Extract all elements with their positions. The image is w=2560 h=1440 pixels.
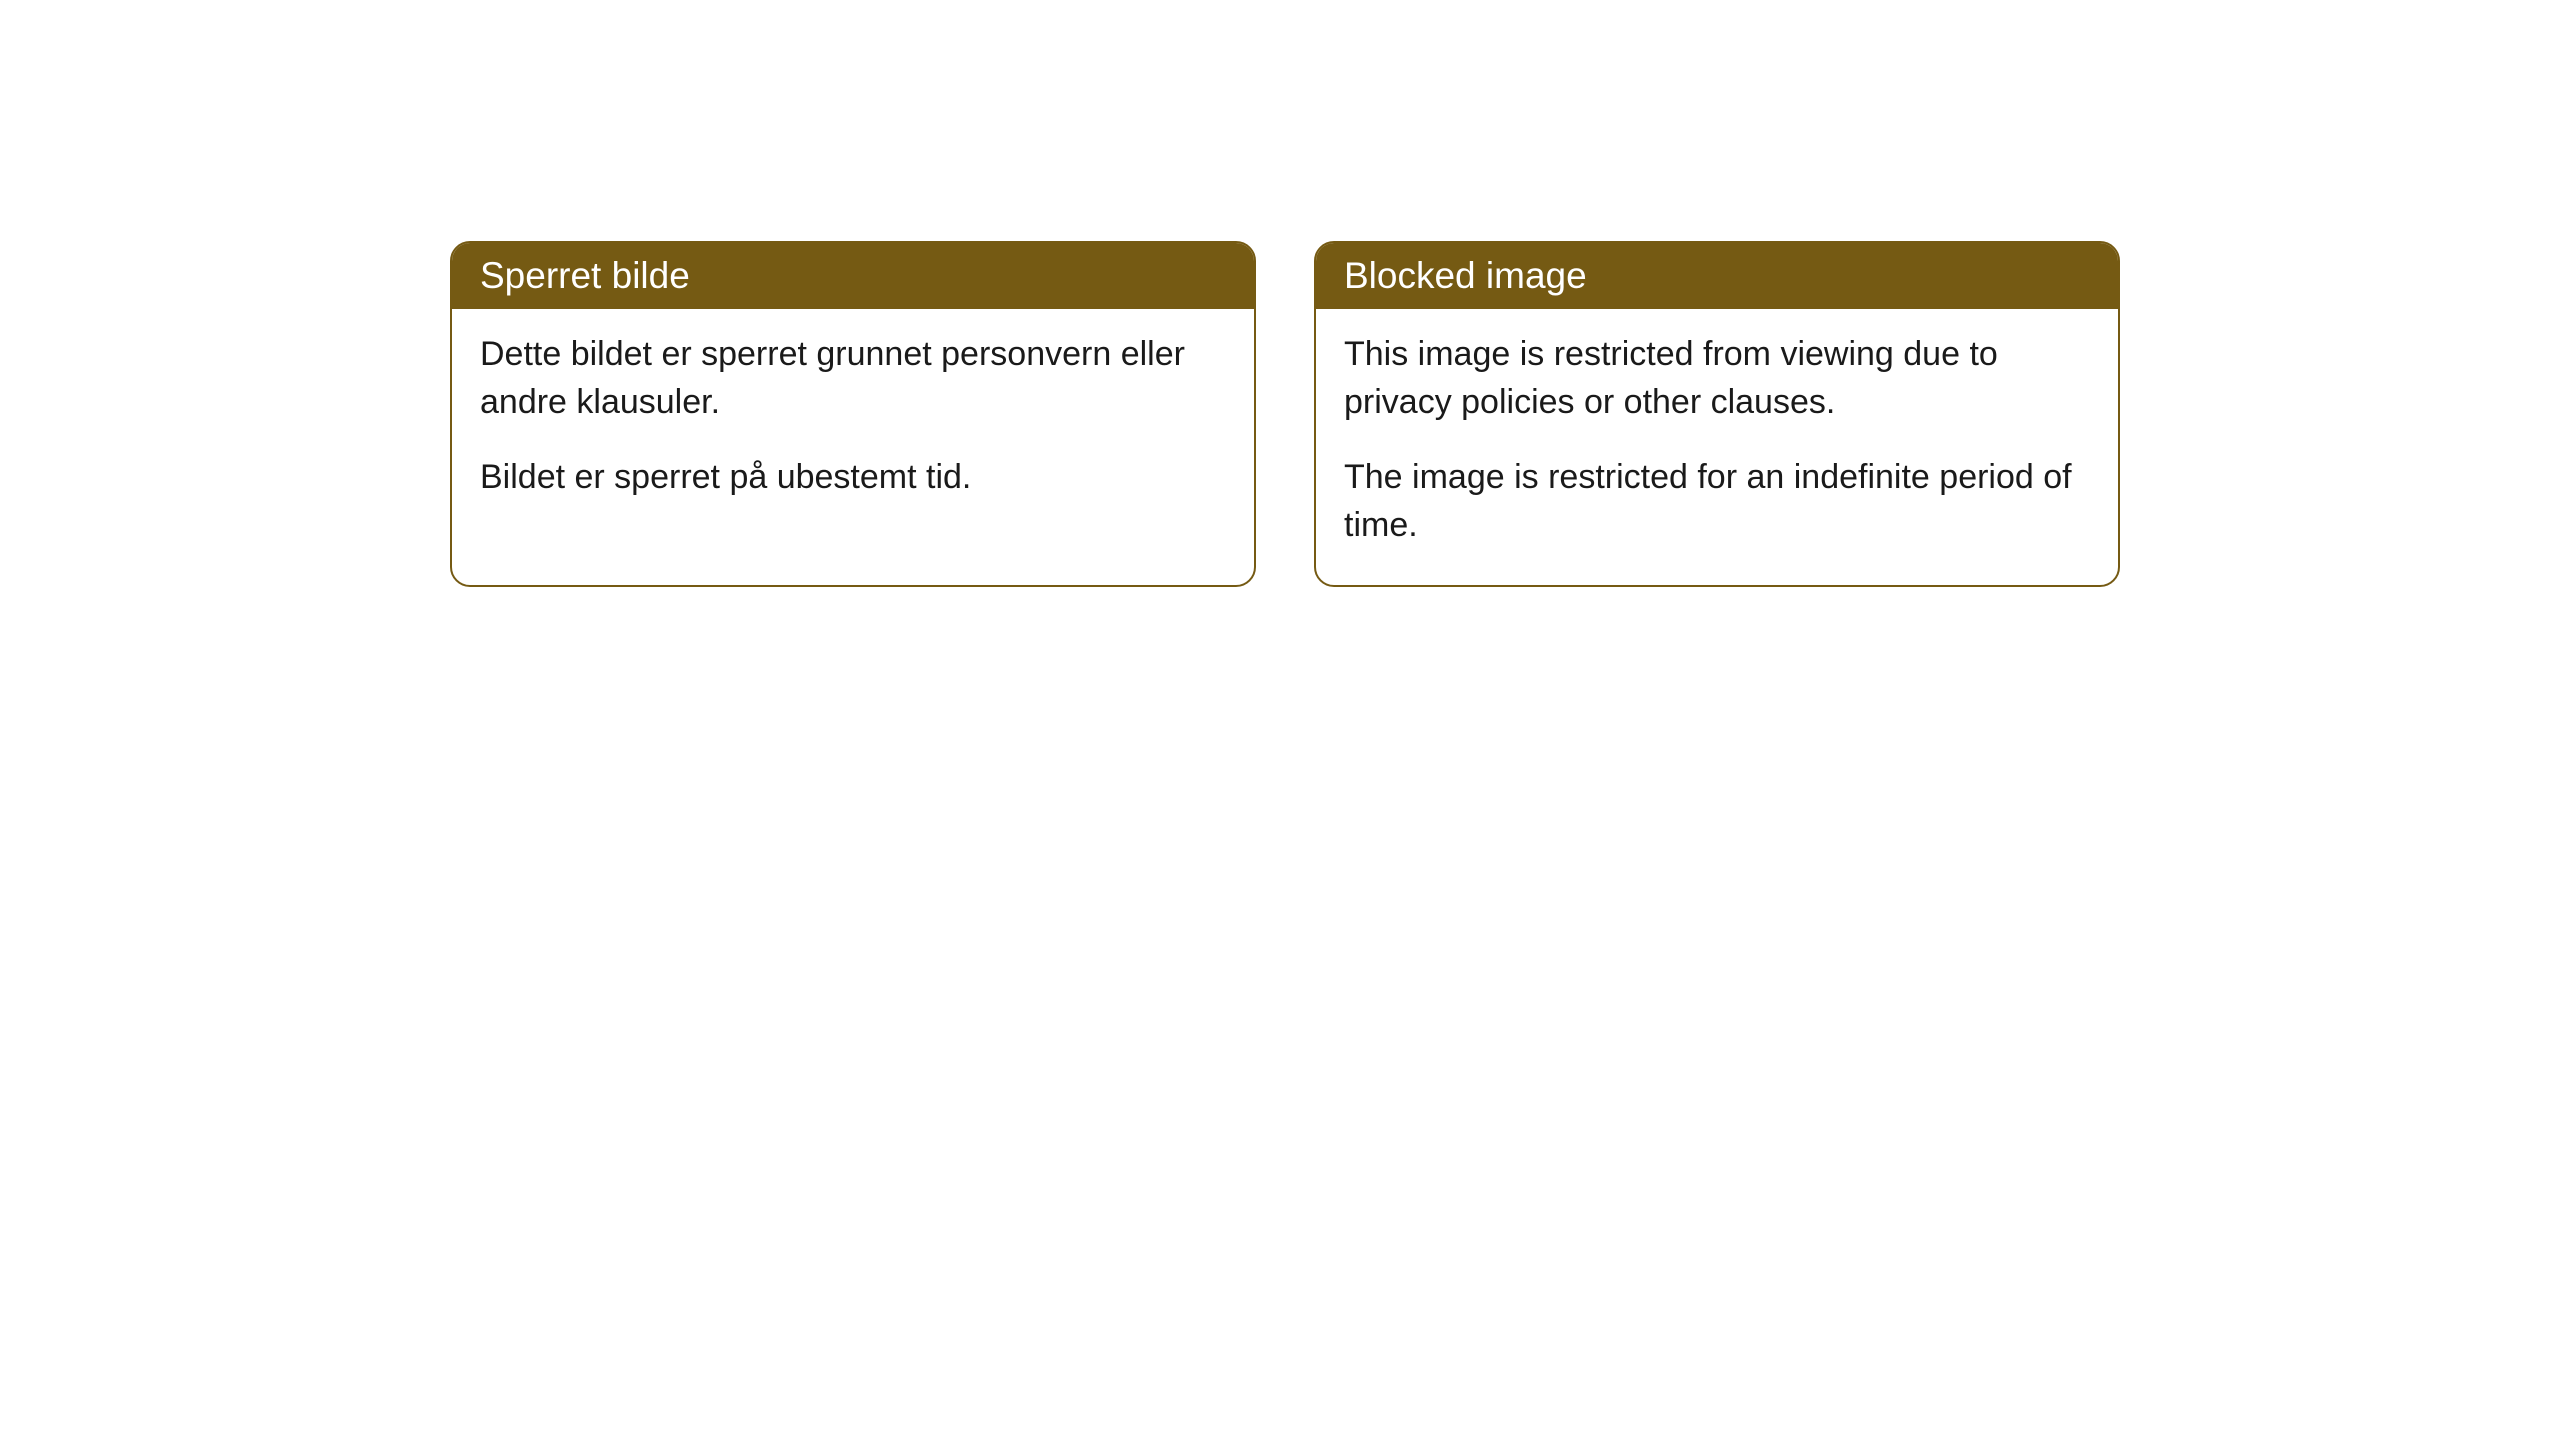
- card-paragraph: Dette bildet er sperret grunnet personve…: [480, 331, 1226, 426]
- card-title: Blocked image: [1344, 255, 1587, 296]
- card-body: Dette bildet er sperret grunnet personve…: [452, 309, 1254, 538]
- card-title: Sperret bilde: [480, 255, 690, 296]
- card-paragraph: The image is restricted for an indefinit…: [1344, 454, 2090, 549]
- card-body: This image is restricted from viewing du…: [1316, 309, 2118, 585]
- card-header: Sperret bilde: [452, 243, 1254, 309]
- card-paragraph: Bildet er sperret på ubestemt tid.: [480, 454, 1226, 502]
- notice-card-norwegian: Sperret bilde Dette bildet er sperret gr…: [450, 241, 1256, 587]
- card-header: Blocked image: [1316, 243, 2118, 309]
- notice-card-english: Blocked image This image is restricted f…: [1314, 241, 2120, 587]
- notice-cards-container: Sperret bilde Dette bildet er sperret gr…: [450, 241, 2120, 587]
- card-paragraph: This image is restricted from viewing du…: [1344, 331, 2090, 426]
